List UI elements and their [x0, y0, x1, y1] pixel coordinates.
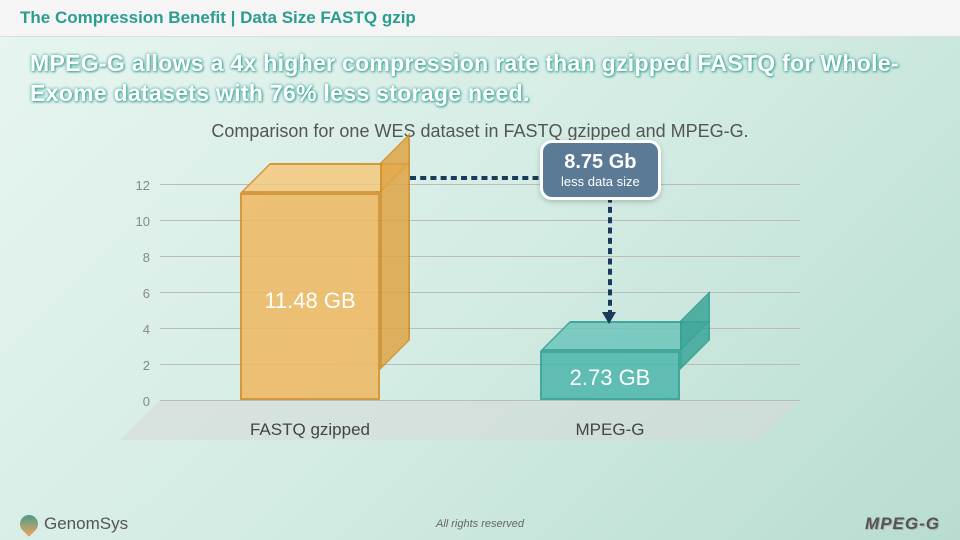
bar-side — [380, 133, 410, 370]
headline: MPEG-G allows a 4x higher compression ra… — [0, 37, 960, 115]
callout-sub: less data size — [561, 174, 640, 189]
logo-left-text: GenomSys — [44, 514, 128, 534]
y-tick-12: 12 — [130, 178, 150, 193]
bar-value-label: 11.48 GB — [240, 288, 380, 314]
genomsys-icon — [16, 511, 41, 536]
y-tick-0: 0 — [130, 394, 150, 409]
y-tick-6: 6 — [130, 286, 150, 301]
logo-mpegg: MPEG-G — [865, 514, 940, 534]
grid-line — [160, 400, 800, 401]
x-label-fastq: FASTQ gzipped — [210, 420, 410, 440]
logo-genomsys: GenomSys — [20, 514, 128, 534]
callout-main: 8.75 Gb — [561, 151, 640, 174]
header-bar: The Compression Benefit | Data Size FAST… — [0, 0, 960, 37]
bar-value-label: 2.73 GB — [540, 365, 680, 391]
y-tick-10: 10 — [130, 214, 150, 229]
arrow-head-icon — [602, 312, 616, 324]
callout-box: 8.75 Gb less data size — [540, 140, 661, 200]
y-tick-4: 4 — [130, 322, 150, 337]
footer: GenomSys All rights reserved MPEG-G — [0, 514, 960, 534]
header-title: The Compression Benefit | Data Size FAST… — [20, 8, 940, 28]
bar-side — [680, 291, 710, 370]
y-tick-8: 8 — [130, 250, 150, 265]
x-label-mpegg: MPEG-G — [530, 420, 690, 440]
chart-area: 0 2 4 6 8 10 12 11.48 GB FASTQ gzipped 2… — [100, 152, 860, 462]
chart-title: Comparison for one WES dataset in FASTQ … — [0, 121, 960, 142]
footer-copyright: All rights reserved — [436, 518, 524, 530]
y-tick-2: 2 — [130, 358, 150, 373]
